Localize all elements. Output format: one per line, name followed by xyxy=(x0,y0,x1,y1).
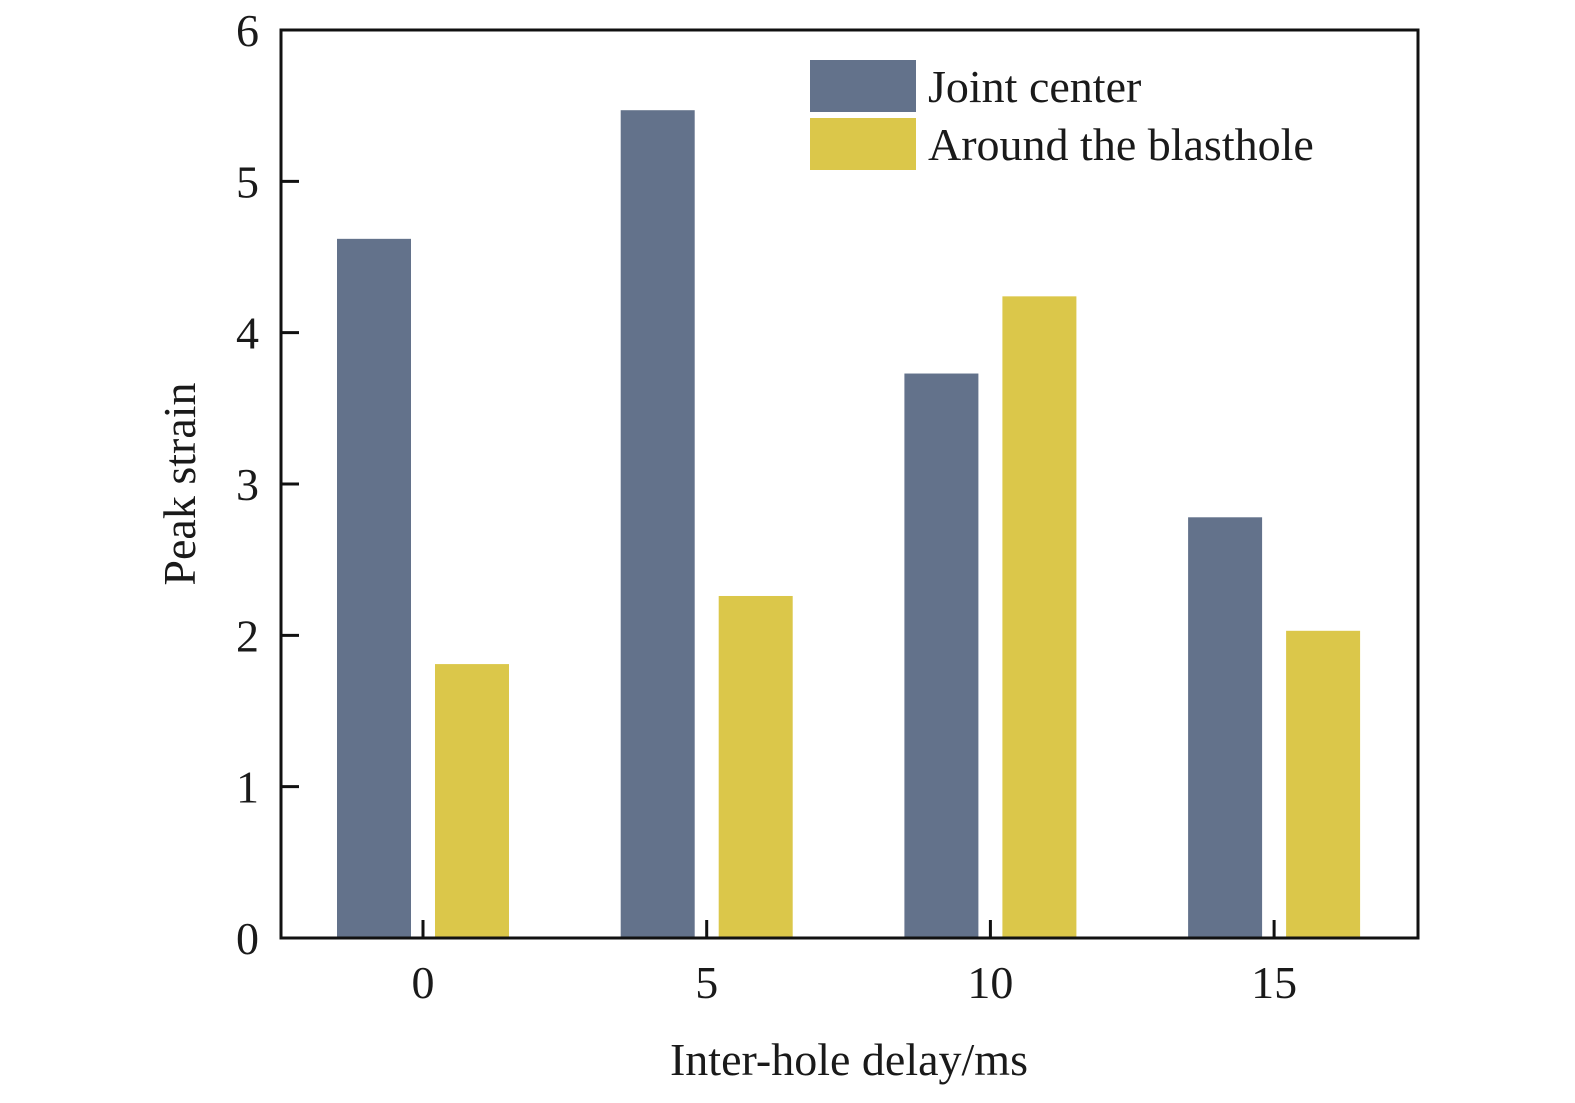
bar-joint-center-5 xyxy=(620,110,695,938)
y-tick-label: 5 xyxy=(236,156,259,207)
x-tick-label: 5 xyxy=(695,957,718,1008)
bar-joint-center-10 xyxy=(904,373,979,938)
bar-around-blasthole-15 xyxy=(1286,630,1361,938)
bar-around-blasthole-5 xyxy=(718,595,793,938)
legend-swatch-around-blasthole xyxy=(810,118,916,170)
bar-around-blasthole-0 xyxy=(435,664,509,938)
legend-swatch-joint-center xyxy=(810,60,916,112)
legend-label-joint-center: Joint center xyxy=(928,61,1141,112)
x-axis: 0 5 10 15 xyxy=(412,920,1297,1008)
x-tick-label: 0 xyxy=(412,957,435,1008)
legend-label-around-blasthole: Around the blasthole xyxy=(928,119,1314,170)
y-axis: 0 1 2 3 4 5 6 xyxy=(236,5,299,964)
bars-layer xyxy=(337,110,1361,939)
y-axis-label: Peak strain xyxy=(154,382,205,585)
y-tick-label: 4 xyxy=(236,308,259,359)
legend: Joint center Around the blasthole xyxy=(810,60,1314,170)
bar-joint-center-0 xyxy=(337,238,411,939)
bar-joint-center-15 xyxy=(1188,517,1263,938)
x-axis-label: Inter-hole delay/ms xyxy=(670,1034,1028,1085)
x-tick-label: 15 xyxy=(1251,957,1297,1008)
y-tick-label: 2 xyxy=(236,610,259,661)
y-tick-label: 6 xyxy=(236,5,259,56)
x-tick-label: 10 xyxy=(967,957,1013,1008)
y-tick-label: 0 xyxy=(236,913,259,964)
y-tick-label: 3 xyxy=(236,459,259,510)
y-tick-label: 1 xyxy=(236,762,259,813)
bar-around-blasthole-10 xyxy=(1002,296,1077,938)
